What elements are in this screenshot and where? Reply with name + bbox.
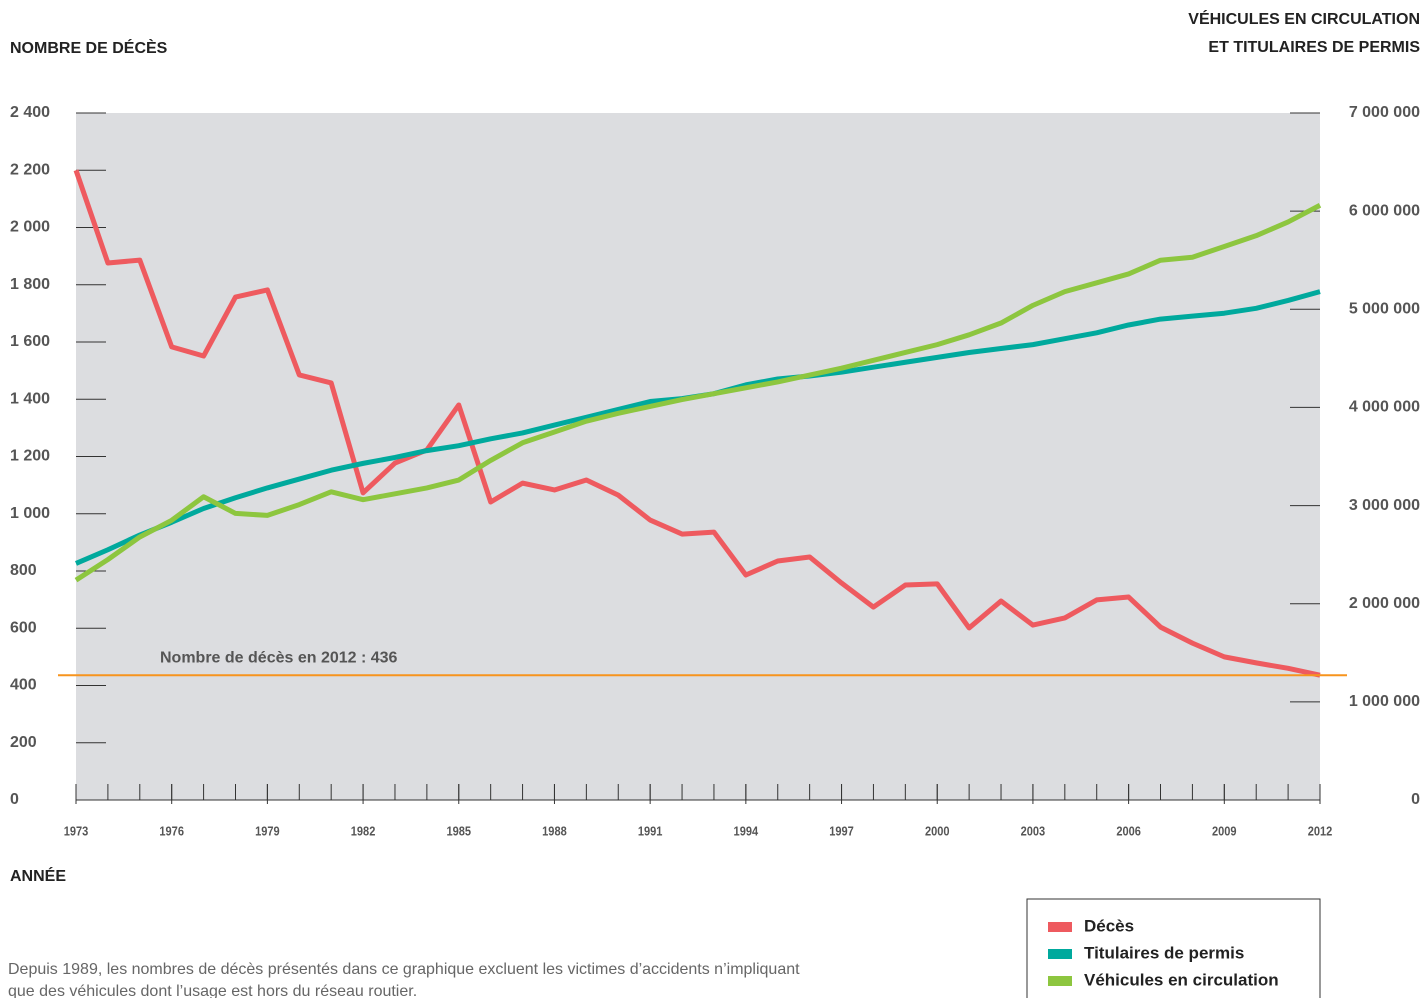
y2-tick-label: 7 000 000 <box>1349 104 1420 121</box>
legend <box>1026 898 1321 998</box>
series-line <box>73 169 1321 678</box>
x-tick-label: 1997 <box>829 824 854 839</box>
y-axis-label: NOMBRE DE DÉCÈS <box>10 38 168 57</box>
plot-area <box>76 113 1320 800</box>
y-tick-label: 2 200 <box>10 161 50 178</box>
x-tick-label: 1991 <box>638 824 663 839</box>
y-tick-label: 2 400 <box>10 104 50 121</box>
y-tick-label: 1 200 <box>10 448 50 465</box>
x-tick-label: 2012 <box>1308 824 1333 839</box>
y2-tick-label: 2 000 000 <box>1349 595 1420 612</box>
y-tick-label: 2 000 <box>10 219 50 236</box>
legend-label: Titulaires de permis <box>1084 943 1244 962</box>
x-axis-label: ANNÉE <box>10 866 66 885</box>
x-tick-label: 1973 <box>64 824 89 839</box>
y2-axis-label: VÉHICULES EN CIRCULATION <box>1188 9 1420 28</box>
x-tick-label: 1988 <box>542 824 567 839</box>
x-tick-label: 2009 <box>1212 824 1237 839</box>
y2-tick-label: 1 000 000 <box>1349 693 1420 710</box>
x-tick-label: 1994 <box>734 824 759 839</box>
note: Depuis 1989, les nombres de décès présen… <box>8 961 800 978</box>
y-tick-label: 1 600 <box>10 333 50 350</box>
y2-tick-label: 0 <box>1411 791 1420 808</box>
note: que des véhicules dont l’usage est hors … <box>8 983 417 998</box>
y-tick-label: 800 <box>10 562 37 579</box>
legend-swatch <box>1048 949 1072 959</box>
x-tick-label: 1979 <box>255 824 280 839</box>
x-tick-label: 2000 <box>925 824 950 839</box>
reference-label: Nombre de décès en 2012 : 436 <box>160 649 398 666</box>
x-tick-label: 2006 <box>1116 824 1141 839</box>
series-line <box>74 203 1322 583</box>
legend-swatch <box>1048 976 1072 986</box>
y-tick-label: 1 400 <box>10 390 50 407</box>
y-tick-label: 0 <box>10 791 19 808</box>
y2-tick-label: 6 000 000 <box>1349 202 1420 219</box>
y-tick-label: 600 <box>10 619 37 636</box>
legend-label: Décès <box>1084 916 1134 935</box>
legend-label: Véhicules en circulation <box>1084 970 1279 989</box>
y2-tick-label: 4 000 000 <box>1349 399 1420 416</box>
y-tick-label: 400 <box>10 677 37 694</box>
x-tick-label: 1976 <box>159 824 184 839</box>
y2-axis-label: ET TITULAIRES DE PERMIS <box>1208 39 1420 56</box>
y-tick-label: 200 <box>10 734 37 751</box>
y2-tick-label: 5 000 000 <box>1349 301 1420 318</box>
y-tick-label: 1 800 <box>10 276 50 293</box>
legend-swatch <box>1048 922 1072 932</box>
x-tick-label: 1985 <box>446 824 471 839</box>
x-tick-label: 1982 <box>351 824 376 839</box>
y-tick-label: 1 000 <box>10 505 50 522</box>
y2-tick-label: 3 000 000 <box>1349 497 1420 514</box>
x-tick-label: 2003 <box>1021 824 1046 839</box>
